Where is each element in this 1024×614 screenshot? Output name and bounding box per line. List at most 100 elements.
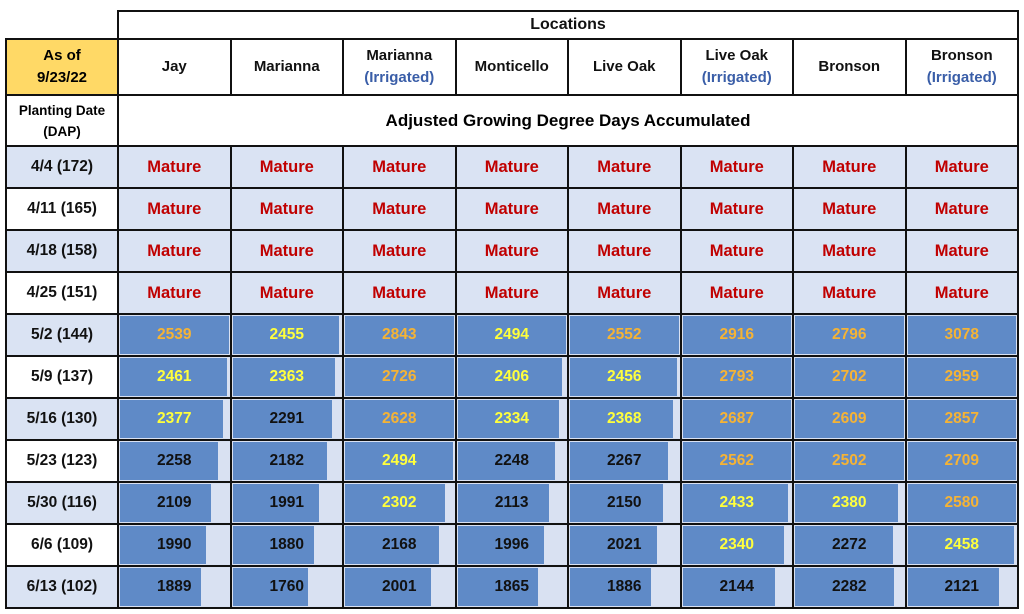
mature-cell: Mature (117, 145, 232, 189)
gdd-value: 2150 (607, 494, 642, 511)
location-name: Marianna (366, 47, 433, 64)
gdd-value: 2502 (832, 452, 867, 469)
planting-date: 6/13 (102) (5, 565, 119, 609)
gdd-value: 2377 (157, 410, 192, 427)
gdd-cell: 2458 (904, 523, 1020, 567)
gdd-value: 2539 (157, 326, 192, 343)
gdd-cell: 2340 (679, 523, 794, 567)
gdd-cell: 2182 (229, 439, 344, 483)
gdd-value: 2363 (269, 368, 304, 385)
gdd-cell: 2494 (342, 439, 457, 483)
table-row: 4/11 (165) Mature Mature Mature Mature Mature… (5, 187, 1020, 231)
metric-title: Adjusted Growing Degree Days Accumulated (116, 94, 1020, 147)
gdd-cell: 2267 (567, 439, 682, 483)
planting-date: 5/9 (137) (5, 355, 119, 399)
gdd-value: 3078 (944, 326, 980, 343)
data-bar (682, 526, 784, 564)
gdd-value: 2458 (944, 536, 980, 553)
gdd-value: 2609 (832, 410, 867, 427)
corner-blank (6, 11, 118, 39)
data-bar (120, 526, 206, 564)
location-subtitle: (Irrigated) (926, 69, 997, 86)
data-bar (907, 526, 1015, 564)
data-bar (120, 568, 202, 606)
gdd-cell: 1996 (454, 523, 569, 567)
gdd-cell: 2258 (117, 439, 232, 483)
gdd-cell: 2687 (679, 397, 794, 441)
gdd-cell: 2001 (342, 565, 457, 609)
data-bar (232, 316, 339, 354)
data-bar (907, 442, 1017, 480)
gdd-cell: 2109 (117, 481, 232, 525)
gdd-cell: 2272 (792, 523, 907, 567)
gdd-value: 2702 (832, 368, 867, 385)
planting-date-label: Planting Date (18, 102, 106, 118)
gdd-value: 2001 (382, 578, 417, 595)
data-bar (682, 316, 791, 354)
as-of-cell: As of 9/23/22 (5, 38, 119, 96)
gdd-value: 2433 (719, 494, 754, 511)
data-bar (682, 442, 791, 480)
data-bar (345, 400, 454, 438)
gdd-value: 2302 (382, 494, 417, 511)
planting-date: 4/4 (172) (5, 145, 119, 189)
data-bar (345, 358, 454, 396)
mature-cell: Mature (342, 229, 457, 273)
table-row: 4/4 (172) Mature Mature Mature Mature Mature M… (5, 145, 1020, 189)
gdd-cell: 1990 (117, 523, 232, 567)
data-bar (570, 442, 669, 480)
location-header: Jay (117, 38, 232, 96)
gdd-cell: 2709 (904, 439, 1020, 483)
data-bar (570, 358, 677, 396)
gdd-cell: 2168 (342, 523, 457, 567)
gdd-value: 1880 (269, 536, 304, 553)
mature-cell: Mature (229, 187, 344, 231)
data-bar (570, 484, 664, 522)
data-bar (570, 568, 652, 606)
mature-cell: Mature (679, 187, 794, 231)
gdd-cell: 1865 (454, 565, 569, 609)
data-bar (457, 484, 549, 522)
data-bar (795, 442, 904, 480)
gdd-value: 2959 (944, 368, 980, 385)
gdd-value: 2334 (494, 410, 529, 427)
gdd-cell: 2455 (229, 313, 344, 357)
table-row: 6/6 (109) 1990 1880 2168 1996 2021 2340 2272 245… (5, 523, 1020, 567)
planting-date: 5/23 (123) (5, 439, 119, 483)
gdd-cell: 2916 (679, 313, 794, 357)
data-bar (795, 358, 904, 396)
mature-cell: Mature (567, 187, 682, 231)
gdd-cell: 2380 (792, 481, 907, 525)
data-bar (570, 400, 673, 438)
mature-cell: Mature (342, 271, 457, 315)
location-subtitle: (Irrigated) (701, 69, 772, 86)
gdd-value: 2368 (607, 410, 642, 427)
gdd-value: 2687 (719, 410, 754, 427)
mature-cell: Mature (792, 187, 907, 231)
mature-cell: Mature (229, 145, 344, 189)
gdd-value: 1760 (269, 578, 304, 595)
data-bar (120, 400, 224, 438)
location-name: Monticello (474, 58, 549, 75)
gdd-cell: 2793 (679, 355, 794, 399)
table-row: 4/18 (158) Mature Mature Mature Mature Mature… (5, 229, 1020, 273)
gdd-value: 2109 (157, 494, 192, 511)
gdd-cell: 1886 (567, 565, 682, 609)
gdd-value: 2494 (494, 326, 529, 343)
data-bar (795, 568, 894, 606)
gdd-cell: 2113 (454, 481, 569, 525)
data-bar (682, 568, 776, 606)
planting-date: 4/18 (158) (5, 229, 119, 273)
mature-cell: Mature (567, 229, 682, 273)
gdd-table: Locations As of 9/23/22 Jay Marianna Maria… (5, 10, 1020, 609)
mature-cell: Mature (792, 271, 907, 315)
mature-cell: Mature (454, 271, 569, 315)
data-bar (232, 400, 332, 438)
data-bar (120, 442, 218, 480)
gdd-cell: 2377 (117, 397, 232, 441)
data-bar (345, 442, 454, 480)
table-row: 5/2 (144) 2539 2455 2843 2494 2552 2916 2796 307… (5, 313, 1020, 357)
gdd-value: 2267 (607, 452, 642, 469)
data-bar (795, 400, 904, 438)
mature-cell: Mature (904, 187, 1020, 231)
